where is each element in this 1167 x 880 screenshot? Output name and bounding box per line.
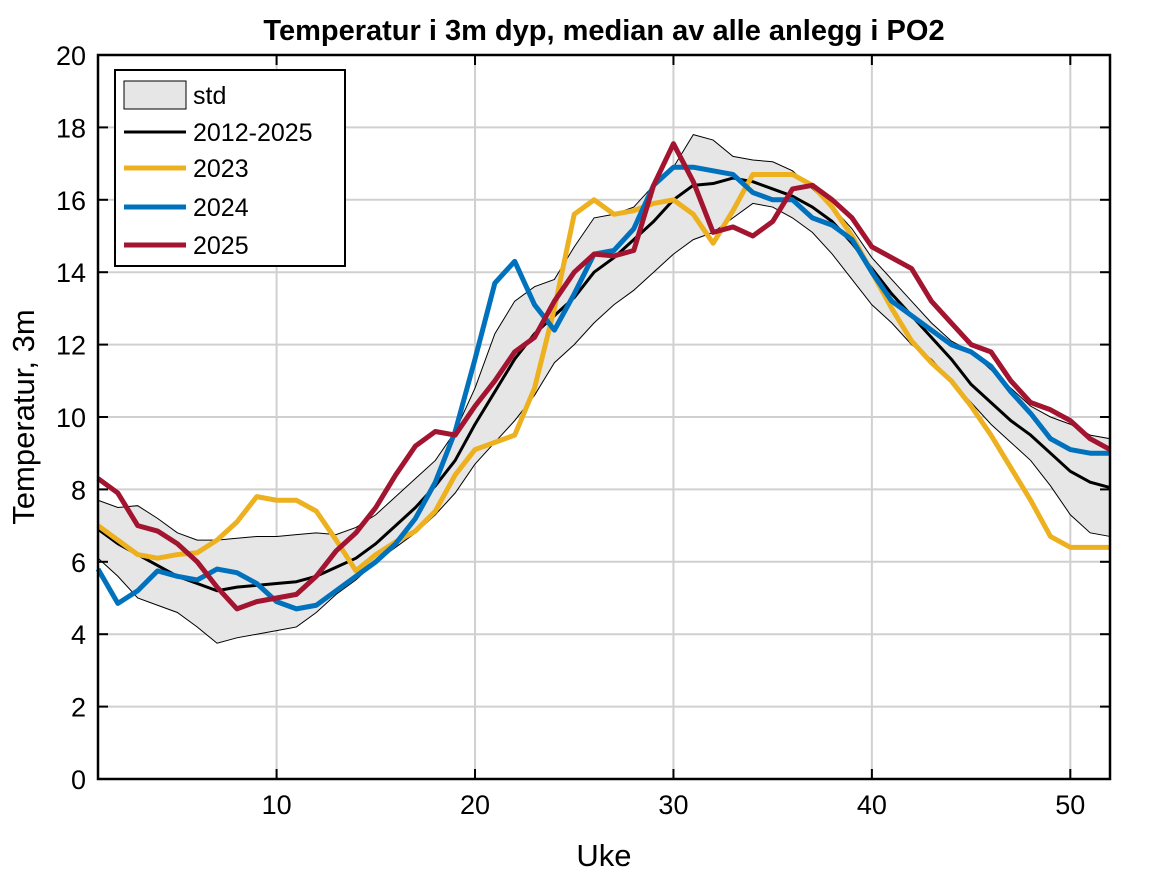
y-axis-label: Temperatur, 3m [6,309,41,524]
series-line-2025 [96,141,1112,612]
legend: std 2012-2025 2023 2024 2025 [114,69,346,267]
legend-label-std: std [193,82,226,110]
chart-title: Temperatur i 3m dyp, median av alle anle… [263,15,944,47]
y-tick-label: 16 [56,186,86,216]
x-tick-label: 20 [460,790,490,820]
legend-label-2025: 2025 [193,232,249,260]
series-line-2023 [96,171,1110,574]
y-tick-label: 10 [56,403,86,433]
y-tick-label: 20 [56,41,86,71]
x-tick-label: 30 [658,790,688,820]
y-tick-label: 0 [71,765,86,795]
y-tick-label: 12 [56,331,86,361]
y-tick-label: 18 [56,113,86,143]
series-line-2024 [95,164,1110,612]
x-tick-label: 40 [857,790,887,820]
axis-ticks: 10 20 30 40 50 0 2 4 6 8 10 12 14 16 18 20 [56,41,1110,820]
series-line-2012-2025 [97,176,1111,593]
x-tick-label: 10 [262,790,292,820]
y-tick-label: 14 [56,258,86,288]
y-tick-label: 4 [71,620,86,650]
legend-swatch-std [123,80,187,110]
legend-label-2024: 2024 [193,194,249,222]
y-tick-label: 6 [71,548,86,578]
series-lines [95,141,1112,612]
legend-label-2023: 2023 [193,155,249,183]
y-tick-label: 8 [71,475,86,505]
y-tick-label: 2 [71,693,86,723]
legend-label-2012-2025: 2012-2025 [193,119,313,147]
x-axis-label: Uke [576,838,631,873]
x-tick-label: 50 [1055,790,1085,820]
